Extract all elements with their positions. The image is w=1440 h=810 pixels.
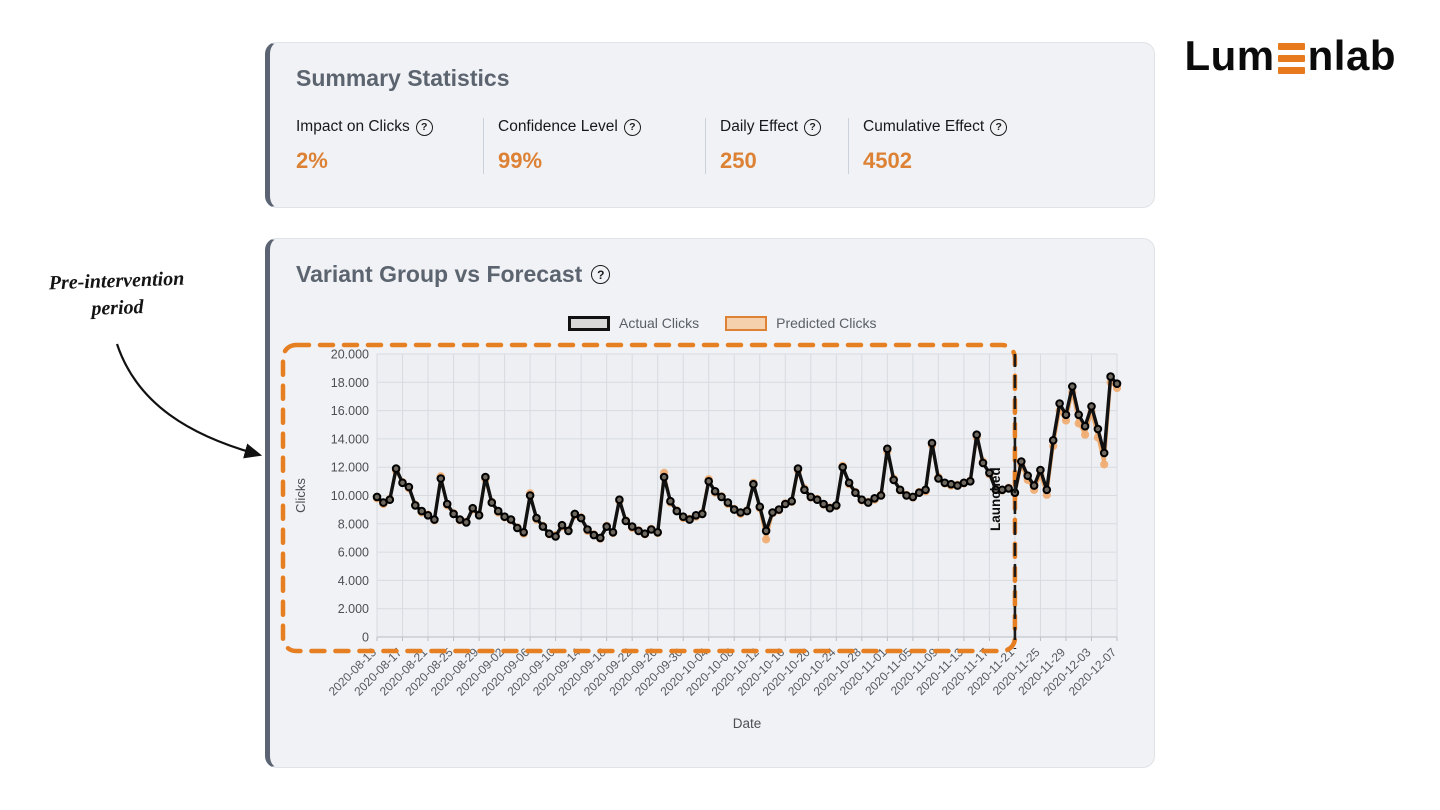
logo-text-after: nlab bbox=[1307, 32, 1396, 79]
legend-item-predicted: Predicted Clicks bbox=[725, 315, 877, 331]
metric-impact-on-clicks: Impact on Clicks ? 2% bbox=[296, 118, 484, 174]
metrics-row: Impact on Clicks ? 2% Confidence Level ?… bbox=[296, 118, 1128, 174]
metric-daily-effect: Daily Effect ? 250 bbox=[706, 118, 849, 174]
svg-text:10.000: 10.000 bbox=[331, 489, 369, 503]
actual-clicks-swatch-icon bbox=[568, 315, 610, 331]
summary-card-title: Summary Statistics bbox=[296, 65, 510, 91]
svg-text:16.000: 16.000 bbox=[331, 404, 369, 418]
logo-text-before: Lum bbox=[1184, 32, 1275, 79]
help-icon[interactable]: ? bbox=[990, 118, 1008, 136]
help-icon[interactable]: ? bbox=[591, 265, 611, 284]
legend-label: Predicted Clicks bbox=[776, 315, 877, 331]
predicted-clicks-swatch-icon bbox=[725, 315, 768, 331]
help-icon[interactable]: ? bbox=[623, 118, 641, 136]
svg-text:6.000: 6.000 bbox=[338, 546, 369, 560]
svg-text:20.000: 20.000 bbox=[331, 348, 369, 362]
annotation-arrow-icon bbox=[115, 343, 263, 459]
svg-text:2.000: 2.000 bbox=[338, 602, 369, 616]
svg-text:Launched: Launched bbox=[988, 467, 1003, 531]
svg-text:Clicks: Clicks bbox=[293, 478, 308, 513]
logo-tripple-bar-e-icon bbox=[1277, 42, 1305, 74]
summary-statistics-card: Summary Statistics Impact on Clicks ? 2%… bbox=[265, 42, 1155, 208]
chart-card-title: Variant Group vs Forecast bbox=[296, 261, 583, 287]
metric-confidence-level: Confidence Level ? 99% bbox=[484, 118, 706, 174]
svg-text:12.000: 12.000 bbox=[331, 461, 369, 475]
svg-text:4.000: 4.000 bbox=[338, 574, 369, 588]
metric-value: 2% bbox=[296, 148, 328, 173]
metric-cumulative-effect: Cumulative Effect ? 4502 bbox=[849, 118, 1008, 174]
help-icon[interactable]: ? bbox=[804, 118, 822, 136]
metric-label-text: Cumulative Effect bbox=[863, 118, 985, 135]
lumenlab-logo: Lum nlab bbox=[1185, 32, 1397, 80]
metric-label: Cumulative Effect ? bbox=[863, 118, 1008, 136]
legend-item-actual: Actual Clicks bbox=[568, 315, 699, 331]
metric-label-text: Confidence Level bbox=[498, 118, 618, 135]
metric-label: Confidence Level ? bbox=[498, 118, 705, 136]
metric-label-text: Impact on Clicks bbox=[296, 118, 410, 135]
chart-legend: Actual Clicks Predicted Clicks bbox=[568, 315, 877, 331]
forecast-line-chart: 2020-08-132020-08-172020-08-212020-08-25… bbox=[280, 342, 1122, 731]
metric-value: 250 bbox=[720, 148, 757, 173]
svg-text:14.000: 14.000 bbox=[331, 432, 369, 446]
metric-label-text: Daily Effect bbox=[720, 118, 799, 135]
metric-value: 99% bbox=[498, 148, 543, 173]
svg-text:0: 0 bbox=[362, 631, 369, 645]
svg-text:8.000: 8.000 bbox=[338, 517, 369, 531]
help-icon[interactable]: ? bbox=[415, 118, 433, 136]
svg-text:Date: Date bbox=[733, 716, 762, 731]
pre-intervention-annotation: Pre-intervention period bbox=[11, 264, 223, 325]
metric-label: Daily Effect ? bbox=[720, 118, 848, 136]
svg-text:18.000: 18.000 bbox=[331, 376, 369, 390]
legend-label: Actual Clicks bbox=[619, 315, 700, 331]
variant-vs-forecast-card: Variant Group vs Forecast ? Actual Click… bbox=[265, 238, 1155, 768]
metric-label: Impact on Clicks ? bbox=[296, 118, 483, 136]
metric-value: 4502 bbox=[863, 148, 912, 173]
